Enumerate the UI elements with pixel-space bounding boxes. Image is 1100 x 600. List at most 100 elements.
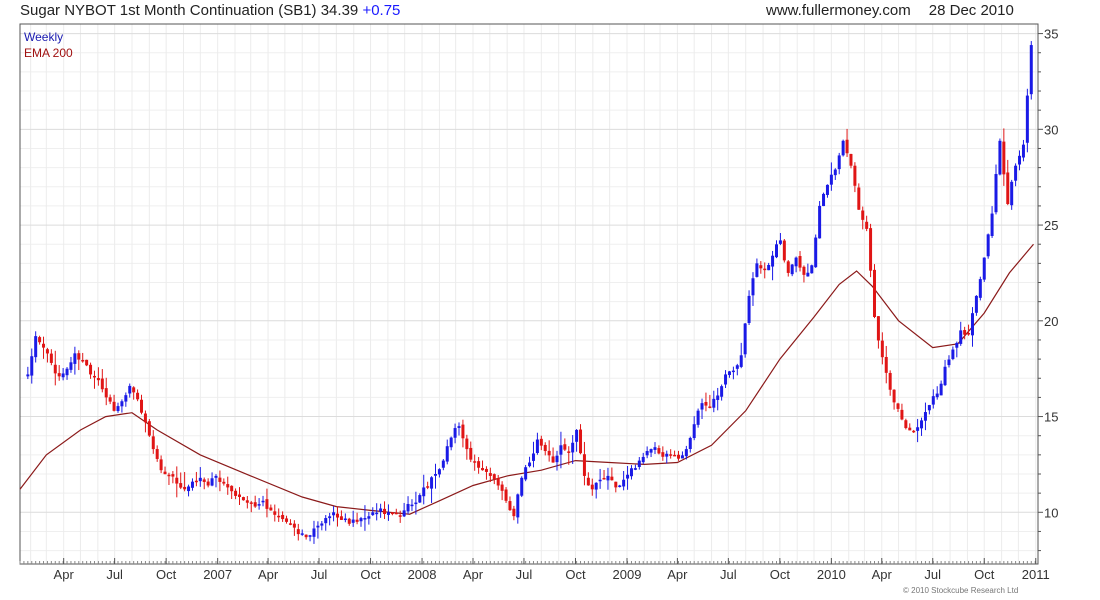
price-bar-body <box>669 454 673 456</box>
price-bar-body <box>92 375 96 378</box>
price-bar-body <box>618 485 622 488</box>
price-bar-body <box>453 428 457 438</box>
price-bar-body <box>806 272 810 277</box>
price-bar-body <box>49 353 53 363</box>
price-bar-body <box>355 519 359 522</box>
price-bar-body <box>849 153 853 166</box>
price-bar-body <box>845 139 849 154</box>
price-bar-body <box>492 474 496 480</box>
price-bar-body <box>187 486 191 492</box>
price-bar-body <box>53 364 57 374</box>
price-bar-body <box>920 420 924 429</box>
price-bar-body <box>724 374 728 385</box>
x-tick-label: Oct <box>156 567 177 582</box>
price-bar-body <box>641 456 645 463</box>
price-bar-body <box>155 449 159 459</box>
price-bar-body <box>872 269 876 317</box>
price-bar-body <box>986 234 990 257</box>
price-bar-body <box>445 446 449 462</box>
x-tick-label: Jul <box>311 567 328 582</box>
price-bar-body <box>316 525 320 528</box>
price-bar-body <box>767 264 771 271</box>
price-bar-body <box>747 295 751 324</box>
price-bar-body <box>147 421 151 436</box>
price-bar-body <box>332 512 336 516</box>
price-bar-body <box>89 364 93 375</box>
price-bar-body <box>731 370 735 373</box>
price-bar-body <box>190 481 194 488</box>
price-bar-body <box>194 480 198 483</box>
last-price: 34.39 <box>320 2 359 19</box>
price-bar-body <box>884 356 888 373</box>
price-bar-body <box>927 405 931 411</box>
price-bar-body <box>696 410 700 425</box>
price-bar-body <box>778 240 782 244</box>
price-bar-body <box>230 485 234 492</box>
price-bar-body <box>896 403 900 409</box>
price-bar-body <box>822 193 826 207</box>
price-bar-body <box>136 392 140 400</box>
price-bar-body <box>496 478 500 486</box>
price-bar-body <box>339 516 343 520</box>
price-bar-body <box>869 228 873 271</box>
x-tick-label: Jul <box>924 567 941 582</box>
x-tick-label: 2009 <box>613 567 642 582</box>
price-bar-body <box>261 500 265 503</box>
price-bar-body <box>390 512 394 515</box>
price-bar-body <box>571 442 575 453</box>
price-bar-body <box>559 445 563 455</box>
price-bar-body <box>375 512 379 515</box>
price-bar-body <box>814 237 818 268</box>
instrument-name: Sugar NYBOT 1st Month Continuation (SB1) <box>20 2 317 19</box>
price-bar-body <box>775 244 779 258</box>
price-bar-body <box>610 476 614 481</box>
price-bar-body <box>684 449 688 457</box>
price-bar-body <box>978 279 982 298</box>
price-bar-body <box>520 477 524 496</box>
price-bar-body <box>61 373 65 378</box>
price-bar-body <box>614 481 618 488</box>
price-bar-body <box>998 140 1002 175</box>
price-bar-body <box>469 447 473 460</box>
price-bar-body <box>473 461 477 463</box>
price-bar-body <box>633 468 637 470</box>
price-bar-body <box>598 479 602 482</box>
price-bar-body <box>508 501 512 511</box>
price-bar-body <box>132 387 136 393</box>
price-bar-body <box>234 490 238 496</box>
x-tick-label: 2008 <box>408 567 437 582</box>
price-bar-body <box>790 264 794 275</box>
y-tick-label: 25 <box>1044 218 1058 233</box>
x-tick-label: Apr <box>667 567 688 582</box>
chart-source-date: www.fullermoney.com 28 Dec 2010 <box>766 2 1014 19</box>
price-bar-body <box>916 427 920 431</box>
price-bar-body <box>167 474 171 477</box>
price-bar-body <box>402 510 406 517</box>
price-bar-body <box>622 479 626 487</box>
price-bar-body <box>900 409 904 420</box>
price-bar-body <box>712 398 716 408</box>
price-bar-body <box>594 482 598 490</box>
price-bar-body <box>477 461 481 468</box>
price-bar-body <box>677 454 681 459</box>
price-bar-body <box>30 356 34 376</box>
price-bar-body <box>912 430 916 433</box>
price-bar-body <box>708 406 712 408</box>
price-bar-body <box>277 515 281 518</box>
price-bar-body <box>739 355 743 367</box>
price-bar-body <box>586 477 590 486</box>
legend-ema: EMA 200 <box>24 46 73 60</box>
plot-frame <box>19 23 1039 565</box>
price-bar-body <box>418 495 422 503</box>
price-bar-body <box>943 366 947 386</box>
price-bar-body <box>606 475 610 481</box>
price-bar-body <box>481 468 485 471</box>
source-website[interactable]: www.fullermoney.com <box>766 2 911 19</box>
price-bar-body <box>923 412 927 421</box>
price-bar-body <box>539 438 543 446</box>
price-bar-body <box>1010 181 1014 206</box>
price-bar-body <box>65 368 69 376</box>
price-bar-body <box>825 184 829 195</box>
price-bar-body <box>163 471 167 475</box>
price-bar-body <box>904 420 908 429</box>
